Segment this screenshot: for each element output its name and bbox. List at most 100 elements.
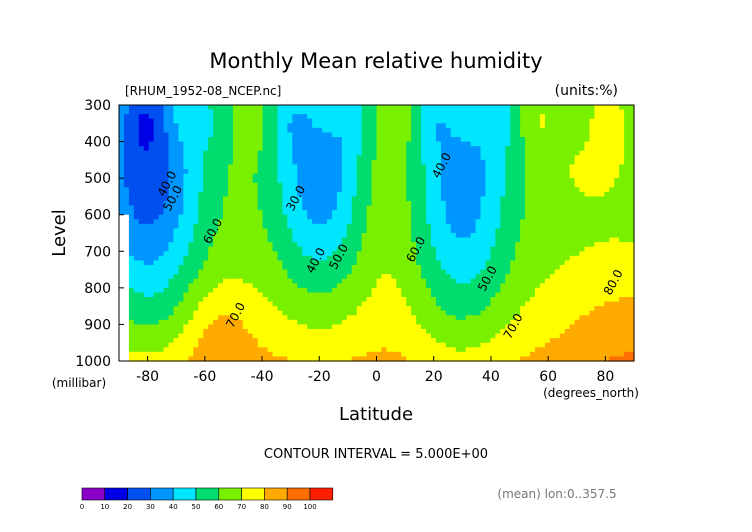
contour-cell — [232, 306, 239, 312]
contour-cell — [123, 228, 130, 234]
contour-cell — [619, 150, 625, 156]
contour-cell — [530, 109, 536, 115]
contour-cell — [292, 260, 298, 266]
contour-cell — [515, 191, 521, 198]
contour-cell — [460, 127, 467, 134]
contour-cell — [331, 265, 338, 271]
contour-cell — [153, 219, 160, 225]
contour-cell — [123, 201, 130, 207]
contour-cell — [614, 269, 620, 275]
contour-cell — [326, 255, 333, 262]
contour-cell — [326, 292, 333, 298]
contour-cell — [480, 242, 487, 248]
contour-cell — [445, 301, 452, 307]
contour-cell — [520, 123, 526, 129]
contour-cell — [411, 315, 417, 321]
contour-cell — [188, 118, 194, 124]
contour-cell — [331, 141, 338, 147]
contour-cell — [183, 233, 189, 239]
contour-cell — [237, 269, 244, 275]
contour-cell — [604, 109, 610, 115]
contour-cell — [495, 278, 501, 284]
contour-cell — [168, 278, 175, 284]
contour-cell — [351, 150, 358, 156]
contour-cell — [554, 196, 561, 202]
contour-cell — [322, 137, 328, 143]
contour-cell — [262, 146, 269, 152]
contour-cell — [525, 251, 531, 257]
contour-cell — [569, 132, 576, 138]
contour-cell — [376, 269, 383, 275]
contour-cell — [411, 178, 417, 184]
contour-cell — [317, 260, 323, 266]
contour-cell — [227, 164, 234, 170]
contour-cell — [153, 228, 160, 234]
contour-cell — [317, 214, 323, 220]
contour-cell — [297, 205, 303, 211]
contour-cell — [292, 137, 298, 143]
contour-cell — [530, 269, 536, 275]
contour-cell — [341, 146, 348, 152]
contour-cell — [213, 150, 219, 156]
contour-cell — [267, 109, 274, 115]
contour-cell — [594, 141, 600, 147]
contour-cell — [213, 159, 219, 166]
contour-cell — [629, 201, 635, 207]
contour-cell — [237, 196, 244, 202]
contour-cell — [287, 237, 293, 243]
contour-cell — [133, 150, 140, 156]
contour-cell — [391, 214, 397, 220]
contour-cell — [218, 246, 224, 252]
contour-cell — [515, 150, 521, 156]
contour-cell — [455, 287, 462, 294]
contour-cell — [539, 283, 546, 289]
contour-cell — [272, 319, 279, 326]
contour-cell — [460, 265, 467, 271]
contour-cell — [277, 178, 284, 184]
contour-cell — [525, 214, 531, 220]
contour-cell — [351, 210, 358, 216]
contour-cell — [584, 105, 591, 111]
contour-cell — [440, 182, 447, 188]
contour-cell — [470, 169, 477, 175]
contour-cell — [188, 178, 194, 184]
contour-cell — [341, 137, 348, 143]
contour-cell — [326, 210, 333, 216]
contour-cell — [138, 118, 145, 124]
contour-cell — [544, 242, 551, 248]
contour-cell — [435, 137, 442, 143]
contour-cell — [163, 269, 170, 275]
contour-cell — [381, 118, 387, 124]
contour-cell — [440, 196, 447, 202]
contour-cell — [227, 205, 234, 211]
contour-cell — [574, 178, 581, 184]
contour-cell — [193, 141, 199, 147]
contour-cell — [475, 301, 482, 307]
contour-cell — [292, 178, 298, 184]
contour-cell — [218, 251, 224, 257]
contour-cell — [232, 228, 239, 234]
contour-cell — [341, 283, 348, 289]
contour-cell — [440, 137, 447, 143]
contour-cell — [574, 123, 581, 129]
contour-cell — [356, 306, 363, 312]
contour-cell — [198, 260, 204, 266]
contour-cell — [534, 242, 541, 248]
contour-cell — [247, 137, 254, 143]
contour-cell — [485, 178, 491, 184]
contour-cell — [376, 274, 383, 280]
contour-cell — [520, 109, 526, 115]
contour-cell — [574, 292, 581, 298]
contour-cell — [381, 237, 387, 243]
contour-cell — [629, 109, 635, 115]
contour-cell — [168, 283, 175, 289]
contour-cell — [317, 159, 323, 166]
contour-cell — [475, 187, 482, 193]
contour-cell — [287, 233, 293, 239]
contour-cell — [406, 269, 412, 275]
contour-cell — [599, 223, 605, 230]
contour-cell — [208, 287, 214, 294]
contour-cell — [495, 301, 501, 307]
contour-cell — [188, 109, 194, 115]
contour-cell — [589, 169, 595, 175]
